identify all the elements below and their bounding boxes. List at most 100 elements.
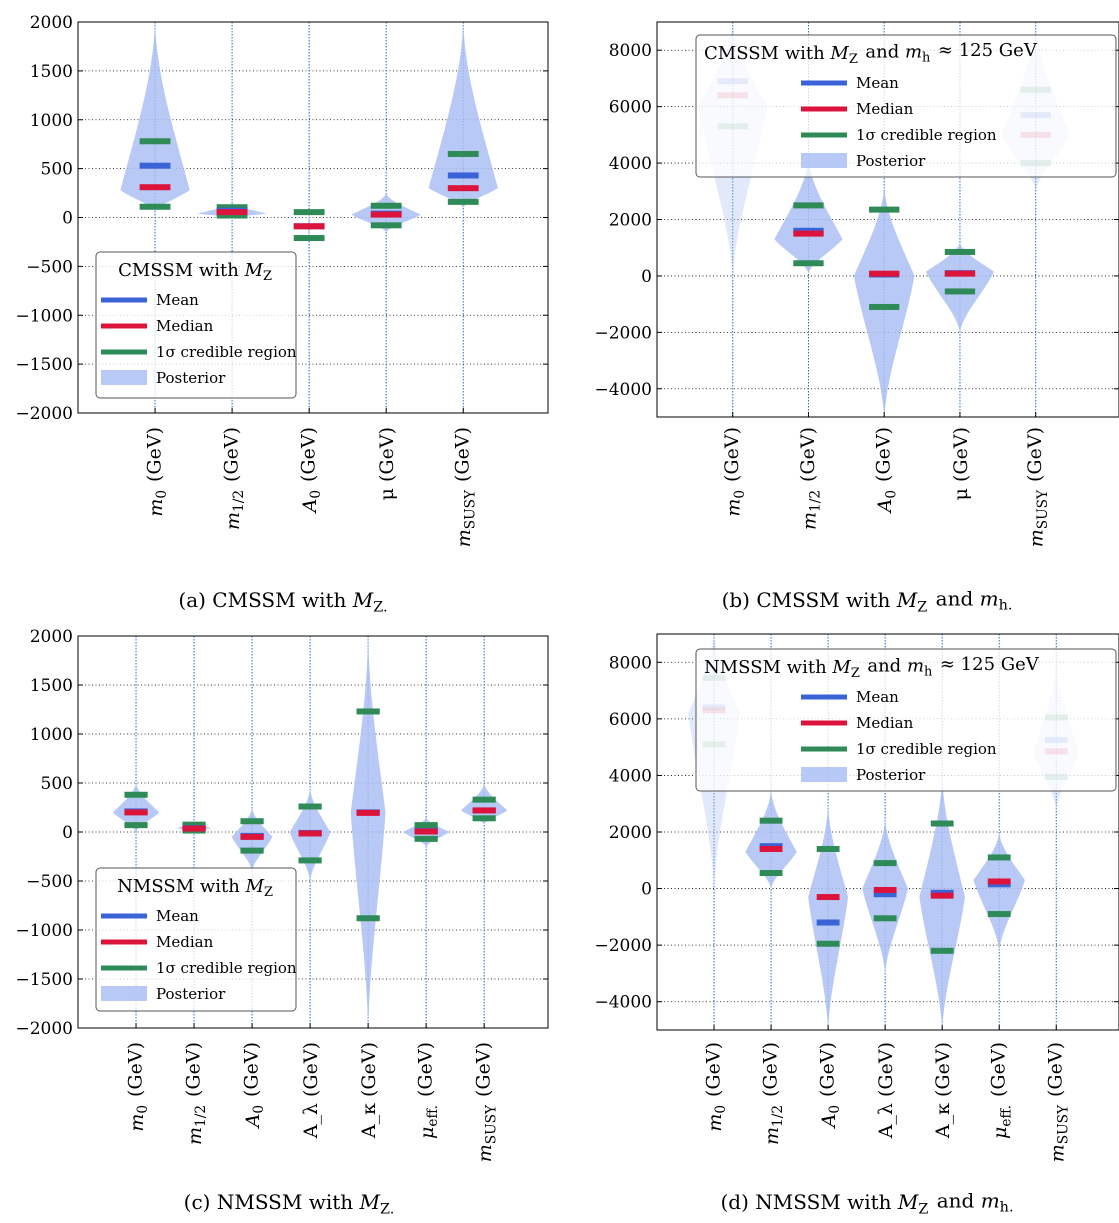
y-tick-label: 8000 (609, 653, 652, 673)
median-marker (356, 809, 380, 816)
legend-label: 1σ credible region (856, 740, 997, 758)
y-tick-label: −500 (26, 257, 73, 277)
y-tick-label: −2000 (15, 1019, 73, 1039)
x-category-label: m0 (GeV) (721, 427, 748, 517)
y-tick-label: −4000 (594, 993, 652, 1013)
x-category-label: A0 (GeV) (873, 427, 900, 514)
credible-region-marker (240, 818, 264, 825)
legend-label: Median (856, 100, 914, 118)
y-tick-label: 0 (62, 209, 73, 229)
x-category-label: mSUSY (GeV) (452, 427, 479, 547)
x-category-label: μeff. (GeV) (988, 1042, 1015, 1139)
y-tick-label: 4000 (609, 154, 652, 174)
posterior-violin (120, 22, 190, 212)
credible-region-marker (472, 796, 496, 803)
mean-marker (816, 919, 840, 926)
x-category-label: A_λ (GeV) (300, 1042, 322, 1139)
credible-region-marker (216, 204, 248, 211)
legend-label: Posterior (156, 985, 226, 1003)
legend-title: NMSSM with MZ (117, 874, 275, 899)
y-tick-label: 1000 (30, 111, 73, 131)
y-tick-label: 1500 (30, 676, 73, 696)
legend-title: CMSSM with MZ (118, 258, 274, 283)
x-category-label: mSUSY (GeV) (1024, 427, 1051, 547)
credible-region-marker (124, 791, 148, 798)
credible-region-marker (182, 821, 206, 828)
credible-region-marker (869, 206, 900, 213)
median-marker (414, 828, 438, 835)
x-category-label: mSUSY (GeV) (473, 1042, 500, 1162)
credible-region-marker (447, 150, 479, 157)
x-category-label: m1/2 (GeV) (182, 1042, 209, 1145)
y-tick-label: 0 (641, 267, 652, 287)
x-category-label: m1/2 (GeV) (759, 1042, 786, 1145)
legend-label: 1σ credible region (156, 959, 297, 977)
y-tick-label: 1500 (30, 62, 73, 82)
y-tick-label: 4000 (609, 766, 652, 786)
median-marker (930, 892, 954, 899)
median-marker (124, 809, 148, 816)
median-marker (139, 184, 171, 191)
legend-label: Median (156, 933, 214, 951)
posterior-violin (774, 157, 843, 274)
credible-region-marker (414, 822, 438, 829)
y-tick-label: −1500 (15, 355, 73, 375)
legend: CMSSM with MZ and mh ≈ 125 GeV Mean Median… (695, 34, 1117, 178)
credible-region-marker (472, 815, 496, 822)
credible-region-marker (216, 212, 248, 219)
credible-region-marker (356, 708, 380, 715)
x-category-label: mSUSY (GeV) (1045, 1042, 1072, 1162)
y-tick-label: 0 (62, 823, 73, 843)
panel-a: −2000 −1500 −1000 −500 0 500 1000 1500 2000 m0 (G… (15, 13, 549, 615)
credible-region-marker (139, 203, 171, 210)
y-tick-label: 500 (41, 774, 73, 794)
legend: NMSSM with MZ and mh ≈ 125 GeV Mean Median… (695, 648, 1117, 792)
x-category-label: A_λ (GeV) (875, 1042, 897, 1139)
panel-caption: (c) NMSSM with MZ. (184, 1188, 397, 1217)
median-marker (216, 209, 248, 216)
legend-swatch (801, 132, 847, 138)
credible-region-marker (930, 820, 954, 827)
posterior-violin (745, 789, 797, 889)
median-marker (987, 878, 1011, 885)
x-category-label: μ (GeV) (950, 427, 972, 500)
panel-d: −4000 −2000 0 2000 4000 6000 8000 m0 (GeV) m1/2 … (594, 633, 1119, 1217)
y-tick-label: 6000 (609, 710, 652, 730)
legend-label: Posterior (856, 152, 926, 170)
credible-region-marker (139, 138, 171, 145)
posterior-violin (853, 185, 915, 417)
legend-swatch (101, 349, 147, 355)
panel-caption: (a) CMSSM with MZ. (178, 586, 389, 615)
panel-caption: (b) CMSSM with MZ and mh. (722, 585, 1015, 616)
legend-posterior-swatch (801, 153, 847, 168)
y-tick-label: −2000 (594, 936, 652, 956)
mean-marker (873, 891, 897, 898)
credible-region-marker (930, 947, 954, 954)
median-marker (944, 270, 976, 277)
legend-label: Posterior (156, 369, 226, 387)
x-category-label: m0 (GeV) (143, 427, 170, 517)
y-tick-label: 2000 (609, 823, 652, 843)
x-category-label: A0 (GeV) (298, 427, 325, 514)
x-category-label: m0 (GeV) (702, 1042, 729, 1132)
x-category-label: m1/2 (GeV) (221, 427, 248, 530)
legend-label: Mean (856, 688, 899, 706)
posterior-violin (428, 22, 498, 208)
credible-region-marker (987, 911, 1011, 918)
credible-region-marker (718, 5, 748, 11)
credible-region-marker (793, 260, 824, 267)
y-tick-label: −1000 (15, 921, 73, 941)
legend-swatch (101, 323, 147, 329)
legend-label: Posterior (856, 766, 926, 784)
credible-region-marker (873, 915, 897, 922)
legend-posterior-swatch (101, 370, 147, 385)
legend-label: 1σ credible region (156, 343, 297, 361)
median-marker (370, 211, 402, 218)
x-category-label: A_κ (GeV) (932, 1042, 954, 1139)
legend-swatch (101, 913, 147, 919)
legend-swatch (801, 746, 847, 752)
y-tick-label: −2000 (594, 323, 652, 343)
y-tick-label: −1000 (15, 306, 73, 326)
legend-posterior-swatch (101, 986, 147, 1001)
